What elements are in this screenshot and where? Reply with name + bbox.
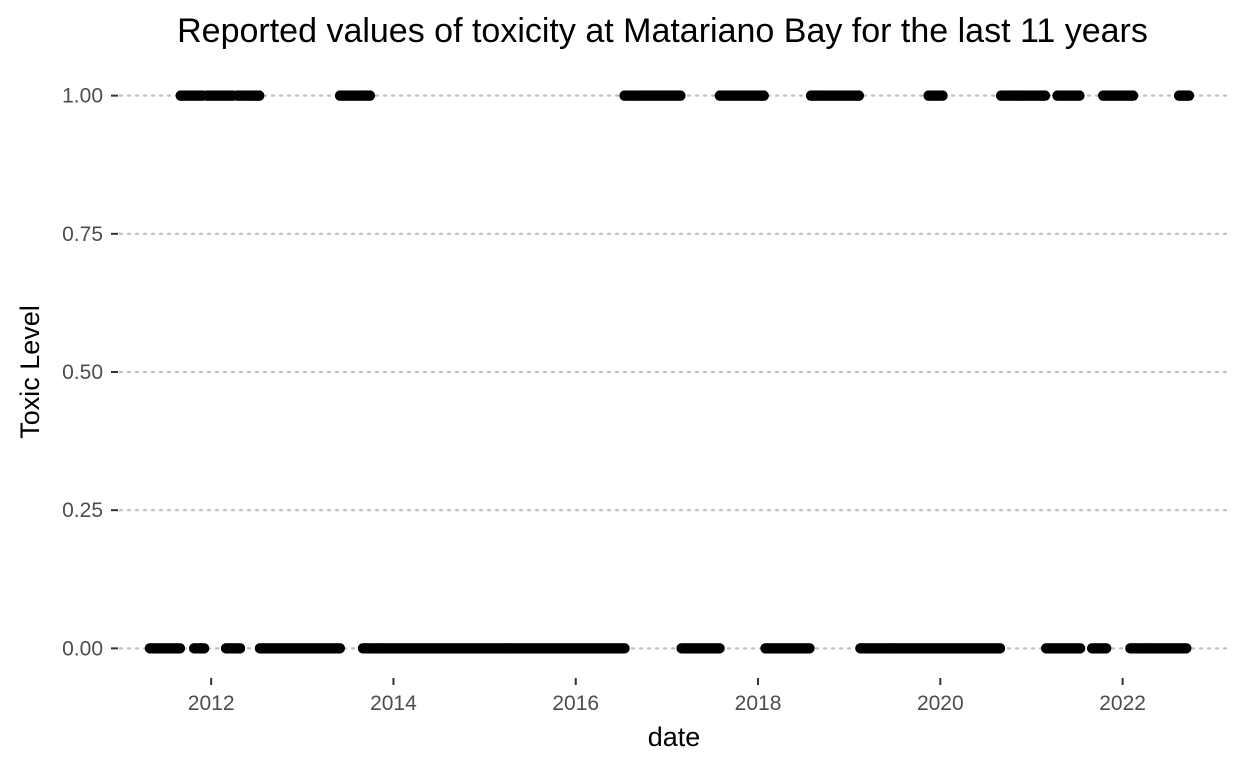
x-tick-label: 2022 (1099, 692, 1146, 715)
data-point (1074, 90, 1085, 101)
data-point (198, 643, 210, 654)
x-tick-label: 2018 (735, 692, 782, 715)
data-point (758, 90, 769, 101)
x-tick-label: 2012 (188, 692, 235, 715)
chart-title: Reported values of toxicity at Matariano… (177, 12, 1148, 50)
y-tick-label: 0.50 (62, 361, 103, 384)
series-value-0 (144, 643, 1192, 654)
data-point (234, 643, 246, 654)
data-point (714, 643, 725, 654)
x-axis: 2012 2014 2016 2018 2020 2022 (188, 678, 1146, 715)
y-tick-label: 0.75 (62, 223, 103, 246)
data-point (254, 90, 265, 101)
y-axis: 0.00 0.25 0.50 0.75 1.00 (62, 85, 118, 660)
x-tick-label: 2020 (917, 692, 964, 715)
data-point (853, 90, 865, 101)
x-tick-label: 2016 (552, 692, 599, 715)
data-point (1039, 90, 1051, 101)
grid-lines (118, 94, 1234, 650)
series-value-1 (175, 90, 1195, 101)
data-point (675, 90, 686, 101)
data-point (804, 643, 815, 654)
data-point (334, 643, 346, 654)
data-point (994, 643, 1006, 654)
y-axis-title: Toxic Level (15, 305, 45, 439)
data-point (174, 643, 186, 654)
x-axis-title: date (648, 722, 701, 752)
data-point (1183, 90, 1195, 101)
y-tick-label: 0.25 (62, 499, 103, 522)
y-tick-label: 0.00 (62, 637, 103, 660)
data-point (1100, 643, 1112, 654)
data-point (1127, 90, 1139, 101)
y-tick-label: 1.00 (62, 85, 103, 108)
data-point (364, 90, 376, 101)
data-point (619, 643, 630, 654)
data-series (144, 90, 1195, 654)
data-point (1074, 643, 1086, 654)
x-tick-label: 2014 (370, 692, 417, 715)
data-point (1181, 643, 1192, 654)
data-point (937, 90, 948, 101)
